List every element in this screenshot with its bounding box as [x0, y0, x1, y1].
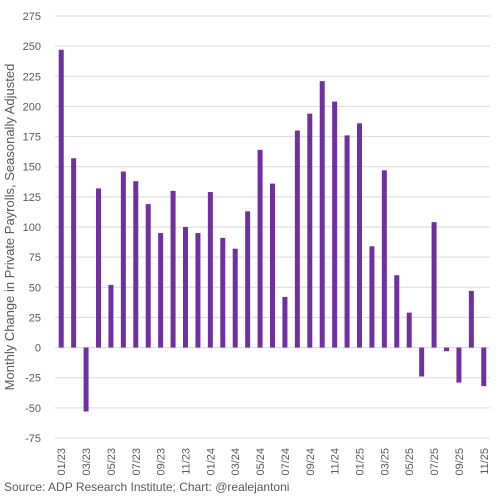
y-tick-label: 250: [23, 41, 41, 53]
x-tick-label: 03/23: [81, 448, 93, 476]
x-tick-label: 01/23: [56, 448, 68, 476]
bar: [406, 312, 412, 348]
bar: [183, 227, 188, 348]
bar: [444, 347, 449, 352]
y-tick-label: 150: [23, 162, 41, 174]
bar: [319, 81, 325, 348]
y-tick-label: 125: [23, 192, 41, 204]
x-tick-label: 05/24: [255, 448, 267, 476]
x-tick-label: 05/23: [106, 448, 118, 476]
x-tick-label: 03/24: [230, 448, 242, 476]
bar: [456, 347, 462, 383]
bar: [270, 183, 275, 348]
bar: [307, 113, 313, 348]
x-tick-label: 01/25: [355, 448, 367, 476]
bar: [369, 246, 375, 348]
bar: [195, 233, 201, 348]
source: Source: ADP Research Institute; Chart: @…: [4, 480, 289, 494]
bar: [468, 290, 474, 348]
x-tick-label: 07/23: [131, 448, 143, 476]
bar: [257, 149, 263, 348]
bar: [381, 170, 387, 348]
y-tick-label: 75: [29, 252, 41, 264]
x-tick-label: 11/24: [330, 448, 342, 475]
y-tick-label: -50: [25, 403, 41, 415]
bar: [282, 296, 288, 348]
bar: [158, 233, 164, 348]
bar: [357, 123, 362, 348]
bar: [83, 347, 89, 412]
x-tick-label: 09/25: [454, 448, 466, 476]
y-axis-label: Monthly Change in Private Payrolls, Seas…: [2, 64, 17, 391]
bar: [232, 248, 238, 348]
y-tick-label: 200: [23, 101, 41, 113]
y-tick-label: 50: [29, 282, 41, 294]
y-tick-label: -25: [25, 373, 41, 385]
y-tick-label: 0: [35, 343, 41, 355]
bar: [332, 101, 338, 348]
bar: [431, 222, 437, 348]
y-tick-label: 25: [29, 312, 41, 324]
x-tick-label: 09/23: [156, 448, 168, 476]
x-tick-label: 05/25: [404, 448, 416, 476]
x-tick-label: 11/25: [479, 448, 491, 475]
bar: [245, 211, 251, 348]
bar: [96, 188, 101, 348]
y-tick-label: 225: [23, 71, 41, 83]
x-tick-label: 03/25: [379, 448, 391, 476]
y-tick-label: 100: [23, 222, 41, 234]
bar: [220, 237, 226, 348]
bar: [481, 347, 487, 387]
x-tick-label: 09/24: [305, 448, 317, 476]
x-tick-label: 01/24: [205, 448, 217, 476]
y-tick-label: 175: [23, 132, 41, 144]
x-tick-label: 07/24: [280, 448, 292, 476]
bar: [133, 181, 139, 348]
x-tick-label: 11/23: [181, 448, 193, 475]
x-tick-label: 07/25: [429, 448, 441, 476]
bar: [71, 158, 77, 348]
bar: [145, 204, 151, 348]
bar: [170, 190, 176, 348]
bar: [419, 347, 425, 377]
y-tick-label: -75: [25, 433, 41, 445]
bar: [108, 284, 114, 348]
bar: [58, 49, 64, 348]
bar: [207, 192, 213, 348]
bar: [294, 130, 300, 348]
bar: [344, 135, 350, 348]
bar: [120, 171, 126, 348]
y-tick-label: 275: [23, 11, 41, 23]
bar: [394, 275, 400, 348]
